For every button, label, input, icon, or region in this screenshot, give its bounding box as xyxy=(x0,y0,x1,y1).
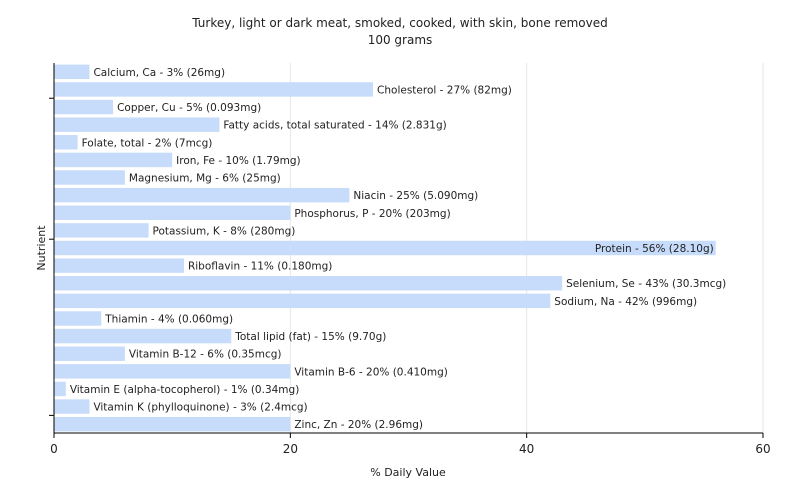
bar-label: Magnesium, Mg - 6% (25mg) xyxy=(129,173,281,185)
bar-label: Riboflavin - 11% (0.180mg) xyxy=(188,261,332,273)
bar xyxy=(54,276,563,291)
bar-label: Vitamin E (alpha-tocopherol) - 1% (0.34m… xyxy=(70,384,299,396)
bar xyxy=(54,152,173,168)
bar-label: Protein - 56% (28.10g) xyxy=(595,243,714,255)
bar-label: Calcium, Ca - 3% (26mg) xyxy=(93,67,225,79)
bar xyxy=(54,82,374,97)
x-tick-label: 60 xyxy=(755,442,770,456)
chart-title: Turkey, light or dark meat, smoked, cook… xyxy=(191,16,607,30)
bar xyxy=(54,240,716,256)
x-tick-label: 20 xyxy=(283,442,298,456)
bar xyxy=(54,223,149,238)
bar-label: Zinc, Zn - 20% (2.96mg) xyxy=(294,419,423,431)
bar-label: Fatty acids, total saturated - 14% (2.83… xyxy=(223,120,446,132)
bar xyxy=(54,205,291,220)
plot-area: Calcium, Ca - 3% (26mg) Cholesterol - 27%… xyxy=(49,63,771,456)
bar xyxy=(54,328,232,344)
bar xyxy=(54,64,90,80)
bar-label: Copper, Cu - 5% (0.093mg) xyxy=(117,102,261,114)
bar xyxy=(54,187,350,203)
y-axis-label: Nutrient xyxy=(35,225,48,271)
bar-label: Vitamin K (phylloquinone) - 3% (2.4mcg) xyxy=(93,402,307,414)
bar xyxy=(54,99,114,115)
bar-label: Vitamin B-6 - 20% (0.410mg) xyxy=(294,366,448,378)
bar xyxy=(54,258,184,273)
bar-label: Vitamin B-12 - 6% (0.35mcg) xyxy=(129,349,282,361)
bar-label: Selenium, Se - 43% (30.3mcg) xyxy=(566,278,726,290)
bar-label: Thiamin - 4% (0.060mg) xyxy=(104,313,233,325)
bar-label: Phosphorus, P - 20% (203mg) xyxy=(294,208,450,220)
bar xyxy=(54,117,220,132)
bar xyxy=(54,346,125,361)
bar-label: Sodium, Na - 42% (996mg) xyxy=(554,296,697,308)
x-tick-label: 40 xyxy=(519,442,534,456)
bar xyxy=(54,416,291,432)
bar xyxy=(54,399,90,414)
bar-label: Total lipid (fat) - 15% (9.70g) xyxy=(234,331,386,343)
bar xyxy=(54,170,125,185)
bar xyxy=(54,364,291,379)
bar xyxy=(54,381,66,397)
bar xyxy=(54,293,551,309)
x-tick-label: 0 xyxy=(50,442,58,456)
bar-label: Iron, Fe - 10% (1.79mg) xyxy=(176,155,300,167)
chart-subtitle: 100 grams xyxy=(368,33,433,47)
bar xyxy=(54,135,78,150)
bar-label: Potassium, K - 8% (280mg) xyxy=(153,225,296,237)
bar xyxy=(54,311,102,326)
x-axis-label: % Daily Value xyxy=(370,466,446,479)
bar-label: Folate, total - 2% (7mcg) xyxy=(82,137,213,149)
bar-label: Niacin - 25% (5.090mg) xyxy=(353,190,478,202)
bar-label: Cholesterol - 27% (82mg) xyxy=(377,84,512,96)
